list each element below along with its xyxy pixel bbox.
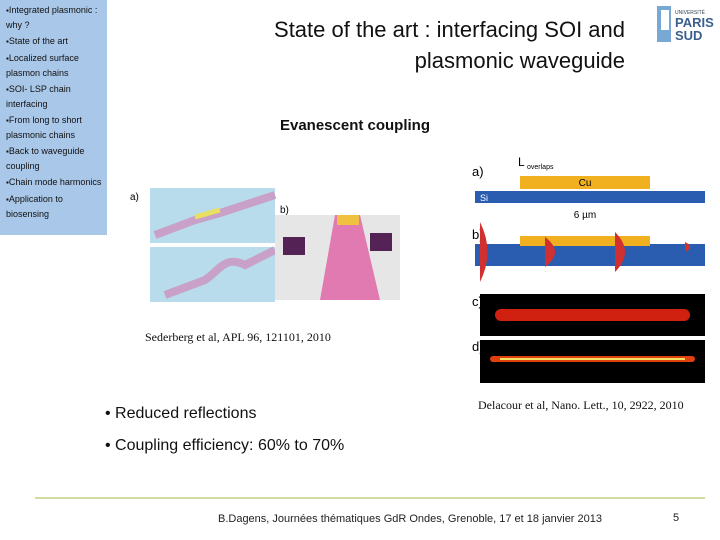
figure-left: a) b) [130, 188, 400, 302]
footer: B.Dagens, Journées thématiques GdR Ondes… [217, 513, 602, 525]
mode-map [370, 233, 392, 251]
caption: Delacour et al, Nano. Lett., 10, 2922, 2… [478, 398, 684, 412]
mode-map [283, 237, 305, 255]
fig-label: 6 µm [574, 210, 596, 221]
bullet: • Coupling efficiency: 60% to 70% [105, 437, 345, 454]
panel-label: a) [472, 164, 484, 179]
sidebar-item[interactable]: Back to waveguide coupling [6, 144, 103, 173]
sidebar-item[interactable]: From long to short plasmonic chains [6, 113, 103, 142]
title: State of the art : interfacing SOI and p… [274, 17, 625, 73]
waveguide [163, 246, 277, 299]
copper [520, 176, 650, 189]
fig-label: Si [480, 193, 488, 203]
chain [337, 215, 359, 225]
panel-label: d) [472, 339, 484, 354]
cone [320, 215, 380, 300]
copper [520, 236, 650, 246]
sidebar-item[interactable]: Chain mode harmonics [6, 175, 103, 190]
sidebar-item[interactable]: Application to biosensing [6, 192, 103, 221]
panel-label: a) [130, 192, 139, 203]
sidebar-list: Integrated plasmonic : why ? State of the… [0, 0, 107, 221]
emission [500, 358, 685, 360]
subtitle: Evanescent coupling [279, 117, 431, 134]
logo: UNIVERSITÉ PARIS SUD [657, 6, 714, 43]
logo-text: PARIS [675, 15, 714, 30]
panel-label: b) [280, 205, 289, 216]
fig-label: L [518, 155, 525, 169]
footer-line [35, 497, 705, 499]
logo-mark [661, 10, 669, 30]
sidebar-item[interactable]: State of the art [6, 34, 103, 49]
bullet-text: Coupling efficiency: 60% to 70% [115, 437, 345, 454]
figure-right: a) L overlaps Cu Si 6 µm b) c) d) [472, 155, 705, 383]
silicon [475, 244, 705, 266]
sidebar-item[interactable]: Localized surface plasmon chains [6, 51, 103, 80]
sidebar-item[interactable]: SOI- LSP chain interfacing [6, 82, 103, 111]
caption: Sederberg et al, APL 96, 121101, 2010 [145, 330, 331, 344]
bullet: • Reduced reflections [105, 405, 257, 422]
emission [495, 309, 690, 321]
bullet-text: Reduced reflections [115, 405, 257, 422]
chain [194, 207, 221, 220]
logo-text: UNIVERSITÉ [675, 9, 706, 16]
fig-label: overlaps [527, 164, 554, 171]
panel-label: c) [472, 294, 483, 309]
waveguide [153, 191, 277, 239]
sidebar-item[interactable]: Integrated plasmonic : why ? [6, 3, 103, 32]
page-number: 5 [672, 512, 680, 524]
silicon [475, 191, 705, 203]
logo-text: SUD [675, 28, 702, 43]
fig-label: Cu [579, 178, 592, 189]
panel-label: b) [472, 227, 484, 242]
sidebar: Integrated plasmonic : why ? State of the… [0, 0, 107, 235]
